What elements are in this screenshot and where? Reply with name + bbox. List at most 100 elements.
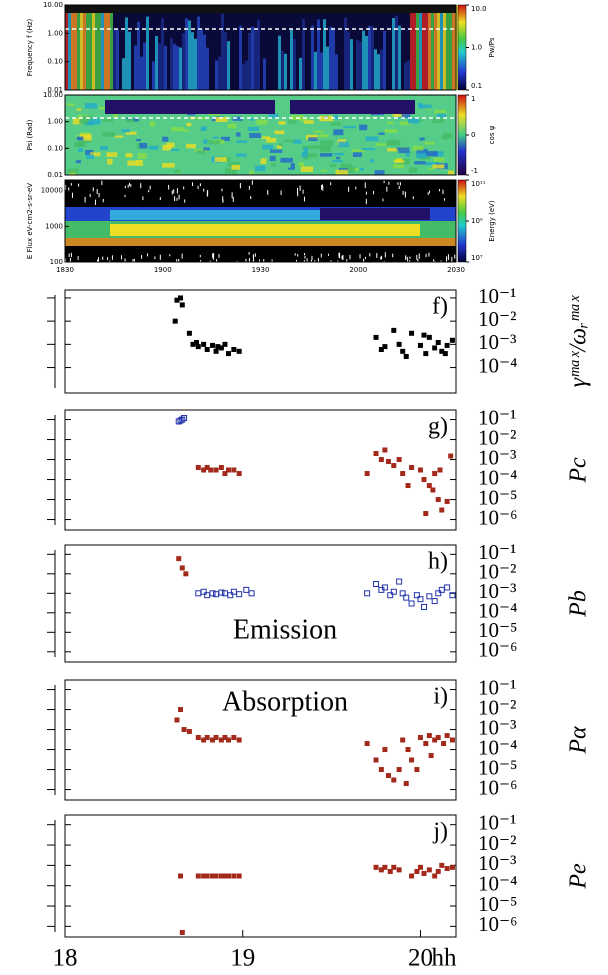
spectrogram-texture xyxy=(330,164,337,167)
spectrogram-texture xyxy=(236,19,239,91)
spectrogram-texture xyxy=(428,252,430,257)
spectrogram-texture xyxy=(296,58,299,90)
spectrogram-texture xyxy=(176,45,179,90)
spectrogram-texture xyxy=(352,152,362,157)
spectrogram-texture xyxy=(125,17,128,91)
data-point xyxy=(172,318,178,324)
spectrogram-texture xyxy=(281,50,284,90)
data-point xyxy=(218,465,224,471)
data-point xyxy=(226,351,232,357)
spectrogram-texture xyxy=(447,254,449,261)
x-tick-label: 18 xyxy=(53,945,78,972)
spectrogram-texture xyxy=(254,29,257,90)
data-point xyxy=(426,334,432,340)
spectrogram-texture xyxy=(250,195,252,200)
spectrogram-texture xyxy=(384,252,386,258)
panel-label: h) xyxy=(428,549,448,575)
spectrogram-texture xyxy=(409,256,411,259)
spectrogram-texture xyxy=(311,255,313,261)
spectrogram-texture xyxy=(65,184,67,190)
spectrogram-texture xyxy=(374,170,385,175)
data-point xyxy=(373,334,379,340)
spectrogram-texture xyxy=(100,146,109,150)
data-point xyxy=(449,737,455,743)
spectrogram-texture xyxy=(159,197,161,201)
spectrogram-texture xyxy=(364,182,366,189)
spectrogram-texture xyxy=(417,259,419,264)
spectrogram-texture xyxy=(183,186,185,190)
spectrogram-texture xyxy=(336,156,341,160)
y-tick-label: 10⁻⁴ xyxy=(478,465,517,489)
data-point xyxy=(179,929,185,935)
spectrogram-texture xyxy=(442,189,444,195)
spectrogram-texture xyxy=(297,187,299,194)
spectrogram-texture xyxy=(268,113,279,119)
spectrogram-texture xyxy=(320,169,327,172)
spectrogram-texture xyxy=(303,147,308,154)
spectrogram-texture xyxy=(216,259,218,264)
spectrogram-texture xyxy=(348,186,350,192)
spectrogram-texture xyxy=(392,253,394,258)
data-point xyxy=(426,483,432,489)
spectrogram-texture xyxy=(395,15,398,91)
data-point xyxy=(385,458,391,464)
spectrogram-texture xyxy=(358,261,360,268)
data-point xyxy=(381,584,388,591)
spectrogram-texture xyxy=(368,25,371,90)
data-point xyxy=(396,457,402,463)
spectrogram-texture xyxy=(174,196,176,202)
spectrogram-texture xyxy=(386,139,401,146)
spectrogram-texture xyxy=(104,5,107,90)
spectrogram-texture xyxy=(287,167,295,170)
spectrogram-texture xyxy=(412,145,424,151)
spectrogram-texture xyxy=(77,140,92,143)
spectrogram-texture xyxy=(152,61,155,90)
x-axis-label: hh xyxy=(432,945,458,972)
spectrogram-texture xyxy=(77,256,79,260)
spectrogram-texture xyxy=(277,145,282,149)
spectrogram-texture xyxy=(303,153,317,158)
data-point xyxy=(444,498,450,504)
spectrogram-texture xyxy=(74,5,77,90)
spectrogram-texture xyxy=(256,119,268,125)
spectrogram-texture xyxy=(215,116,228,122)
data-point xyxy=(226,737,232,743)
spectrogram-texture xyxy=(94,199,96,205)
spectrogram-texture xyxy=(203,34,206,90)
spectrogram-texture xyxy=(433,151,444,157)
spectrogram-texture xyxy=(419,5,422,90)
data-point xyxy=(439,507,445,513)
spectrogram-texture xyxy=(113,28,116,90)
spectrogram-texture xyxy=(211,117,217,122)
spectrogram-texture xyxy=(383,180,385,184)
spectrogram-texture xyxy=(179,47,182,90)
y-tick-label: 10⁻⁶ xyxy=(478,912,517,936)
spectrogram-texture xyxy=(392,113,407,117)
spectrogram-texture xyxy=(92,187,94,192)
spectrogram-texture xyxy=(194,38,197,90)
spectrogram-texture xyxy=(222,196,224,202)
data-point xyxy=(364,471,370,477)
y-tick-label: 10⁻⁵ xyxy=(478,755,517,779)
spectrogram-texture xyxy=(280,157,293,163)
spectrogram-texture xyxy=(290,100,415,114)
spectrogram-texture xyxy=(381,255,383,260)
spectrogram-texture xyxy=(348,166,355,173)
spectrogram-texture xyxy=(304,261,306,266)
spectrogram-texture xyxy=(428,190,430,194)
y-tick-label: 10⁻⁶ xyxy=(478,505,517,529)
spectrogram-texture xyxy=(140,56,143,90)
spectrogram-texture xyxy=(79,118,89,124)
data-point xyxy=(373,864,379,870)
data-point xyxy=(179,416,186,423)
spectrogram-texture xyxy=(433,157,445,162)
spectrogram-texture xyxy=(68,5,71,90)
spectrogram-texture xyxy=(359,41,362,90)
x-tick-label: 19 xyxy=(230,945,255,972)
data-point xyxy=(403,781,409,787)
y-tick-label: 10⁻² xyxy=(478,831,516,855)
spectrogram-texture xyxy=(454,254,456,259)
data-point xyxy=(178,707,184,713)
data-point xyxy=(218,589,225,596)
spectrogram-image xyxy=(65,5,458,91)
